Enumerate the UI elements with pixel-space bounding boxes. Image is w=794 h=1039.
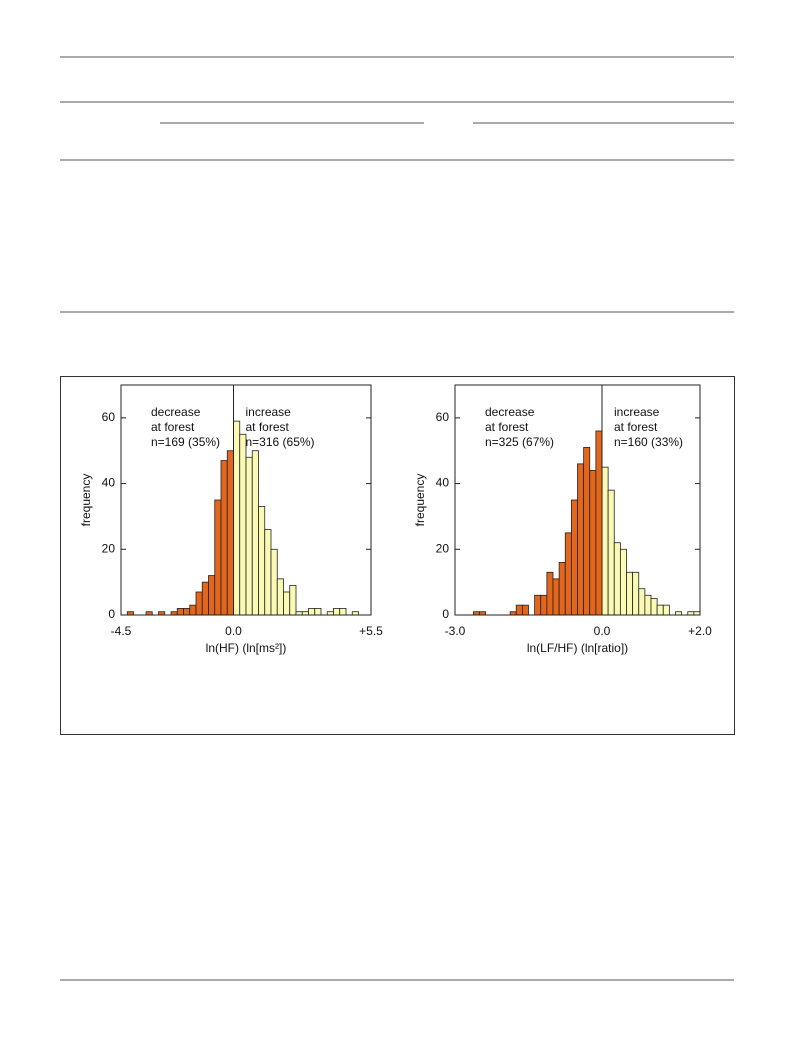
bar (314, 608, 322, 616)
y-tick-label: 0 (442, 607, 449, 621)
bar (189, 604, 197, 616)
bar (220, 460, 228, 616)
annotation: n=325 (67%) (485, 435, 554, 449)
y-axis-label: frequency (79, 474, 93, 527)
bar (201, 581, 209, 616)
bar (333, 608, 341, 616)
bar (656, 604, 664, 616)
annotation: at forest (485, 420, 529, 434)
bar (208, 575, 216, 616)
plot-frame (454, 384, 701, 616)
y-tick-label: 20 (436, 541, 450, 555)
bar (251, 450, 259, 616)
bar (626, 571, 634, 616)
x-tick-label: -4.5 (111, 624, 132, 638)
bar (239, 433, 247, 616)
bar (577, 463, 585, 616)
bar (534, 594, 542, 616)
x-axis-label: ln(HF) (ln[ms²]) (206, 641, 287, 655)
x-tick-label: 0.0 (594, 624, 611, 638)
bar (258, 506, 266, 616)
bar (283, 591, 291, 616)
bar (638, 588, 646, 616)
bar (558, 562, 566, 616)
bar (276, 578, 284, 616)
annotation: increase (246, 405, 292, 419)
bar (650, 598, 658, 616)
annotation: n=316 (65%) (246, 435, 315, 449)
bar (601, 466, 609, 616)
bar (339, 608, 347, 616)
annotation: decrease (151, 405, 201, 419)
y-tick-label: 60 (102, 410, 116, 424)
y-tick-label: 40 (436, 476, 450, 490)
bar (226, 450, 234, 616)
bar (195, 591, 203, 616)
bar (264, 529, 272, 616)
annotation: at forest (151, 420, 195, 434)
bar (183, 608, 191, 616)
bar (521, 604, 529, 616)
bar (289, 585, 297, 616)
plot-frame (120, 384, 372, 616)
bar (564, 532, 572, 616)
bar (270, 548, 278, 616)
figure-box (60, 376, 735, 735)
bar (595, 430, 603, 616)
bar (540, 594, 548, 616)
bar (570, 499, 578, 616)
annotation: at forest (614, 420, 658, 434)
annotation: increase (614, 405, 660, 419)
bar (546, 571, 554, 616)
x-tick-label: 0.0 (225, 624, 242, 638)
bar (619, 548, 627, 616)
bar (245, 456, 253, 616)
annotation: at forest (246, 420, 290, 434)
y-tick-label: 40 (102, 476, 116, 490)
y-tick-label: 60 (436, 410, 450, 424)
bar (233, 420, 241, 616)
bar (552, 578, 560, 616)
annotation: decrease (485, 405, 535, 419)
bar (662, 604, 670, 616)
bar (308, 608, 316, 616)
x-axis-label: ln(LF/HF) (ln[ratio]) (527, 641, 628, 655)
bar (644, 594, 652, 616)
annotation: n=169 (35%) (151, 435, 220, 449)
x-tick-label: -3.0 (445, 624, 466, 638)
annotation: n=160 (33%) (614, 435, 683, 449)
bar (583, 447, 591, 616)
y-tick-label: 0 (108, 607, 115, 621)
bar (613, 542, 621, 616)
bar (176, 608, 184, 616)
bar (515, 604, 523, 616)
x-tick-label: +2.0 (688, 624, 712, 638)
bar (607, 489, 615, 616)
y-axis-label: frequency (413, 474, 427, 527)
x-tick-label: +5.5 (359, 624, 383, 638)
bar (632, 571, 640, 616)
bar (214, 499, 222, 616)
bar (589, 470, 597, 616)
y-tick-label: 20 (102, 541, 116, 555)
